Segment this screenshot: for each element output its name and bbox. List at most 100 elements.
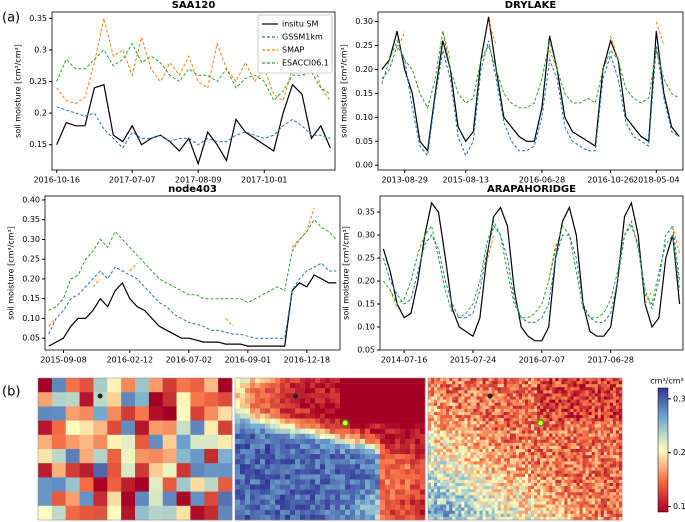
- map-cell: [570, 439, 574, 444]
- map-cell: [290, 459, 296, 465]
- map-cell: [410, 408, 416, 414]
- map-cell: [534, 504, 538, 508]
- map-cell: [603, 405, 608, 410]
- map-cell: [437, 411, 441, 416]
- map-cell: [440, 489, 444, 493]
- map-cell: [561, 501, 565, 505]
- map-cell: [467, 415, 471, 419]
- map-cell: [431, 424, 435, 428]
- map-cell: [235, 479, 241, 485]
- map-cell: [555, 396, 559, 400]
- map-cell: [300, 469, 306, 475]
- map-cell: [440, 442, 444, 447]
- map-cell: [570, 461, 574, 465]
- map-cell: [600, 507, 605, 512]
- map-cell: [370, 514, 376, 521]
- map-cell: [534, 427, 538, 431]
- map-cell: [235, 428, 241, 435]
- map-cell: [410, 464, 416, 470]
- map-cell: [615, 393, 620, 397]
- map-cell: [245, 484, 251, 490]
- map-cell: [428, 411, 432, 416]
- map-cell: [479, 455, 483, 459]
- map-cell: [320, 489, 326, 495]
- map-cell: [497, 427, 502, 431]
- map-cell: [573, 473, 577, 478]
- map-cell: [355, 383, 361, 389]
- map-cell: [310, 428, 316, 435]
- map-cell: [250, 393, 256, 399]
- map-cell: [440, 387, 444, 391]
- legend-label: GSSM1km: [282, 33, 323, 42]
- map-cell: [555, 504, 559, 508]
- map-cell: [521, 390, 526, 394]
- map-cell: [500, 396, 505, 400]
- map-cell: [491, 408, 495, 413]
- map-cell: [370, 383, 376, 389]
- map-cell: [570, 486, 574, 490]
- y-tick-label: 0.00: [355, 161, 373, 170]
- map-cell: [360, 418, 366, 424]
- map-cell: [290, 464, 296, 470]
- map-cell: [564, 495, 568, 499]
- map-cell: [431, 421, 435, 425]
- map-cell: [515, 427, 520, 431]
- map-cell: [512, 436, 517, 441]
- map-cell: [600, 445, 605, 450]
- map-cell: [573, 405, 577, 410]
- map-cell: [360, 403, 366, 409]
- map-cell: [190, 434, 205, 450]
- map-cell: [588, 415, 592, 419]
- map-cell: [570, 470, 574, 474]
- map-cell: [552, 421, 556, 425]
- map-cell: [275, 398, 281, 404]
- map-cell: [485, 498, 489, 502]
- map-cell: [405, 438, 411, 445]
- map-cell: [464, 495, 468, 499]
- map-cell: [537, 445, 541, 450]
- map-cell: [370, 438, 376, 445]
- map-cell: [410, 484, 416, 490]
- map-cell: [561, 402, 565, 407]
- map-cell: [488, 461, 492, 465]
- map-cell: [400, 428, 406, 435]
- map-cell: [537, 455, 541, 459]
- map-cell: [320, 514, 326, 521]
- chart-title: SAA120: [172, 0, 216, 11]
- map-cell: [543, 461, 547, 465]
- map-cell: [440, 461, 444, 465]
- map-cell: [582, 507, 586, 512]
- map-cell: [260, 378, 266, 384]
- map-cell: [65, 463, 80, 478]
- map-cell: [452, 384, 456, 388]
- map-cell: [576, 449, 580, 453]
- map-cell: [270, 388, 276, 394]
- map-cell: [79, 505, 94, 521]
- map-cell: [431, 482, 435, 487]
- map-cell: [552, 495, 556, 499]
- map-cell: [473, 387, 477, 391]
- map-cell: [415, 454, 421, 460]
- map-cell: [470, 482, 474, 487]
- map-cell: [540, 498, 544, 502]
- map-cell: [449, 513, 453, 518]
- map-cell: [543, 405, 547, 410]
- map-cell: [434, 476, 438, 481]
- map-cell: [573, 430, 577, 434]
- map-cell: [473, 492, 477, 496]
- map-cell: [534, 399, 538, 403]
- map-cell: [594, 430, 599, 434]
- map-cell: [335, 428, 341, 435]
- map-cell: [573, 390, 577, 394]
- map-cell: [464, 421, 468, 425]
- map-cell: [420, 418, 426, 424]
- map-cell: [576, 479, 580, 484]
- map-cell: [270, 398, 276, 404]
- map-cell: [567, 415, 571, 419]
- map-cell: [428, 415, 432, 419]
- map-cell: [594, 501, 599, 505]
- map-cell: [567, 464, 571, 468]
- map-cell: [570, 449, 574, 453]
- map-cell: [485, 455, 489, 459]
- map-cell: [588, 381, 592, 385]
